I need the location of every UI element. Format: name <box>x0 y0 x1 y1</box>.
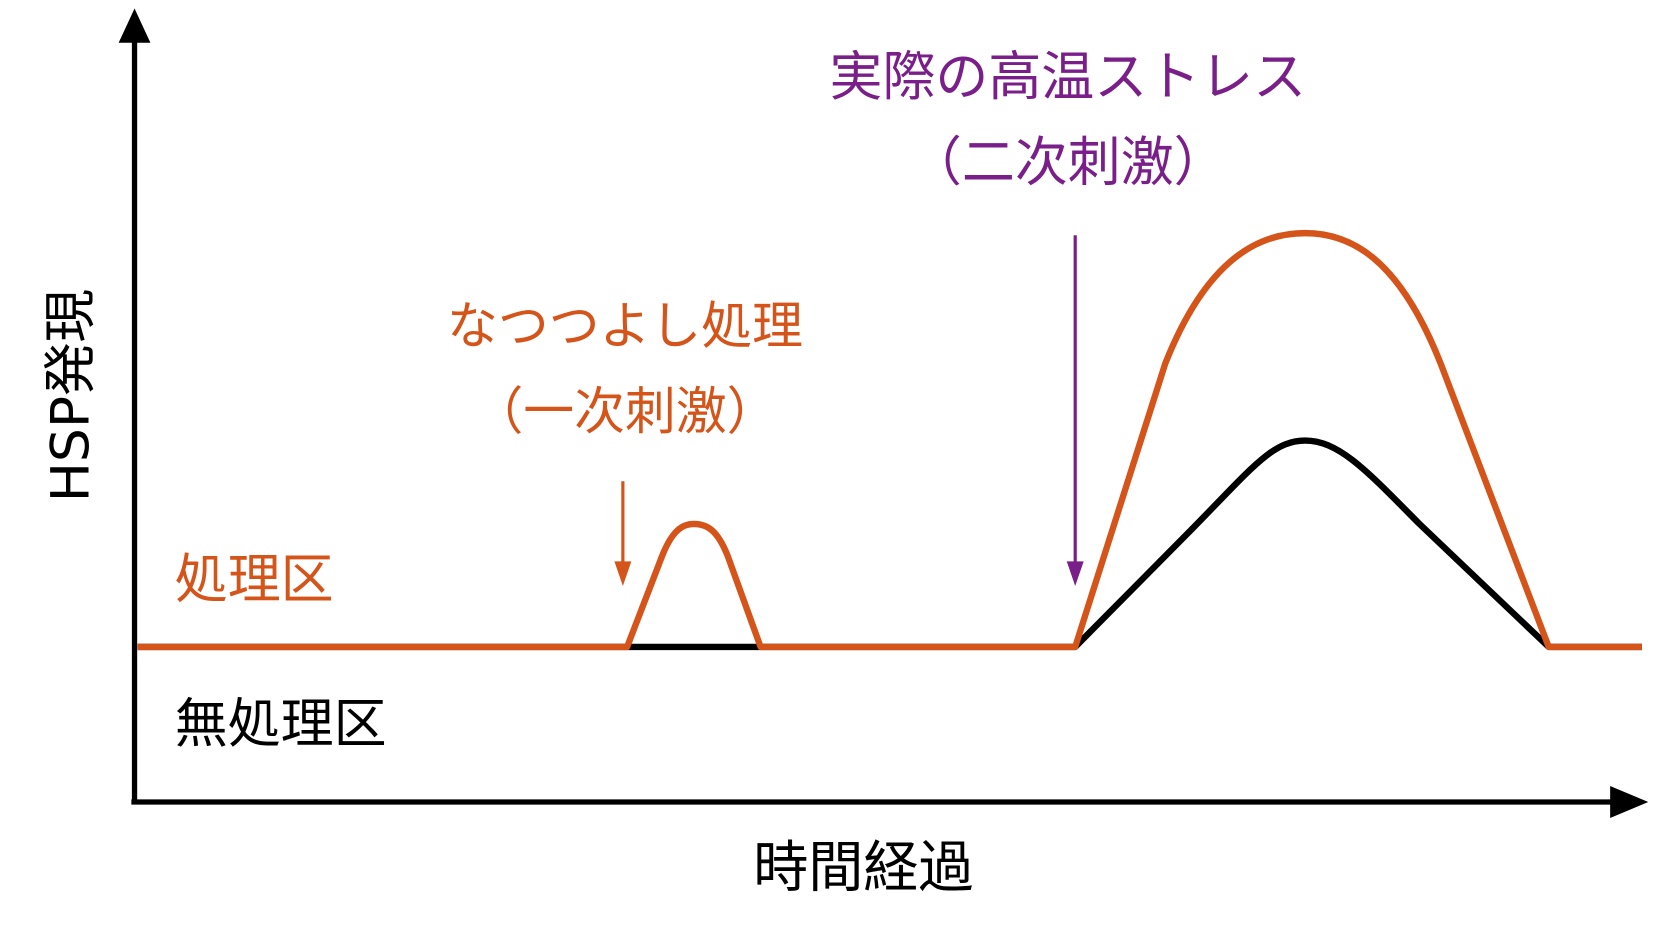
annotation-line: （二次刺激） <box>909 131 1227 193</box>
y-axis-label: HSP発現 <box>40 289 102 502</box>
primary-arrow-head <box>614 561 632 586</box>
untreated-label: 無処理区 <box>175 693 387 755</box>
y-axis-arrow <box>118 8 151 43</box>
annotation-line: （一次刺激） <box>472 383 777 442</box>
x-axis-label: 時間経過 <box>753 836 973 900</box>
treated-label: 処理区 <box>175 548 334 610</box>
untreated-curve <box>137 437 1642 651</box>
secondary-arrow-head <box>1066 561 1084 586</box>
annotation-line: なつつよし処理 <box>447 297 803 356</box>
treated-curve <box>137 229 1642 651</box>
annotation-line: 実際の高温ストレス <box>829 46 1306 108</box>
x-axis-arrow <box>1610 785 1649 819</box>
